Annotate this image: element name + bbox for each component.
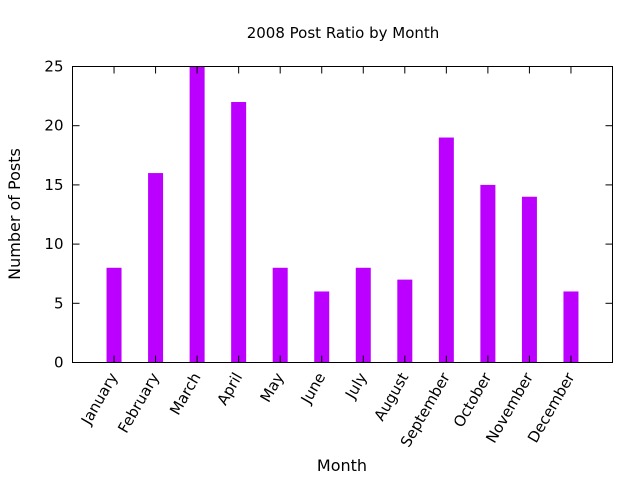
- x-tick-label: April: [213, 370, 246, 409]
- bar: [438, 137, 454, 363]
- y-tick-label: 0: [54, 354, 64, 372]
- x-tick-label: February: [114, 369, 163, 436]
- bar: [106, 267, 122, 363]
- x-tick-label: October: [450, 369, 496, 431]
- bar: [563, 291, 579, 363]
- x-tick-label: June: [297, 370, 329, 408]
- bar: [231, 102, 247, 363]
- x-tick-label: March: [166, 370, 204, 419]
- y-tick-label: 10: [44, 235, 63, 253]
- bar: [272, 267, 288, 363]
- bar: [355, 267, 371, 363]
- y-tick-label: 20: [44, 117, 63, 135]
- bars-group: [106, 66, 579, 363]
- bar: [480, 184, 496, 363]
- x-axis-label: Month: [317, 456, 367, 475]
- x-tick-label: May: [257, 369, 288, 405]
- bar: [189, 66, 205, 363]
- y-axis-label: Number of Posts: [5, 148, 24, 280]
- chart-title: 2008 Post Ratio by Month: [247, 24, 440, 42]
- x-tick-label: July: [341, 369, 371, 402]
- plot-frame: [72, 66, 613, 363]
- x-tick-label: August: [370, 369, 412, 424]
- bar: [521, 196, 537, 363]
- y-tick-label: 5: [54, 294, 64, 312]
- x-tick-label: January: [77, 369, 122, 428]
- bar: [148, 173, 164, 363]
- y-tick-label: 15: [44, 176, 63, 194]
- y-tick-label: 25: [44, 58, 63, 76]
- bar: [397, 279, 413, 363]
- bar: [314, 291, 330, 363]
